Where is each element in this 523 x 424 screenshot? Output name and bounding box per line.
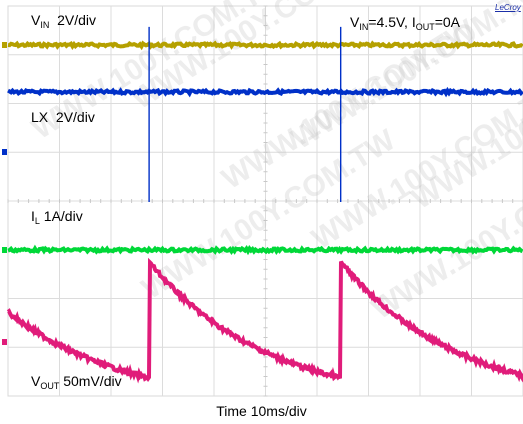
- channel-marker: [2, 42, 7, 48]
- lx-trace: [7, 86, 523, 98]
- watermark-layer: WWW.100Y.COM.TWWWW.100Y.COM.TWWWW.100Y.C…: [26, 0, 523, 326]
- vin-trace: [7, 40, 523, 51]
- vout-scale-label: VOUT 50mV/div: [31, 373, 122, 391]
- il-scale-label: IL 1A/div: [31, 208, 83, 226]
- vout-trace: [6, 257, 523, 384]
- lx-scale-label: LX 2V/div: [31, 109, 95, 125]
- channel-marker: [2, 247, 7, 253]
- test-condition-label: VIN=4.5V, IOUT=0A: [350, 14, 461, 32]
- grid: [7, 5, 523, 397]
- il-trace: [7, 244, 523, 256]
- lecroy-brand: LeCroy: [495, 3, 521, 12]
- channel-marker: [2, 339, 7, 345]
- x-axis-label: Time 10ms/div: [216, 403, 307, 419]
- channel-marker: [2, 149, 7, 155]
- traces: [2, 26, 523, 384]
- vin-scale-label: VIN 2V/div: [31, 12, 97, 30]
